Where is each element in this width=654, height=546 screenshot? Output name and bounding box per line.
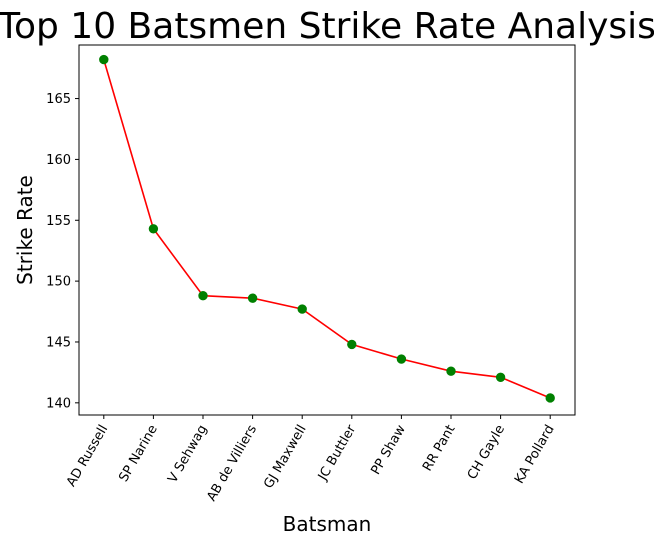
x-tick-label: PP Shaw: [368, 422, 409, 477]
x-tick-label: KA Pollard: [512, 423, 558, 487]
x-tick-label: AD Russell: [64, 423, 111, 490]
data-point: [495, 372, 506, 382]
data-point: [545, 393, 555, 403]
x-axis-label: Batsman: [283, 512, 372, 536]
y-tick-label: 160: [46, 153, 71, 168]
x-tick-label: CH Gayle: [465, 422, 508, 482]
y-tick-label: 145: [46, 335, 71, 350]
x-tick-label: SP Narine: [116, 422, 161, 484]
data-point: [99, 54, 109, 65]
y-tick-label: 155: [46, 214, 71, 229]
plot-frame: [78, 44, 576, 416]
data-point: [247, 293, 258, 303]
x-tick-label: JC Buttler: [315, 422, 359, 484]
series-line: [103, 59, 551, 399]
x-tick-label: V Sehwag: [165, 423, 210, 486]
y-axis-label: Strike Rate: [13, 175, 37, 285]
data-point: [396, 354, 407, 364]
y-tick-label: 165: [46, 92, 71, 107]
x-tick-label: RR Pant: [420, 423, 458, 474]
data-point: [297, 304, 307, 314]
data-point: [446, 366, 456, 376]
x-tick-label: GJ Maxwell: [261, 423, 309, 492]
y-tick-label: 150: [46, 275, 71, 290]
data-point: [347, 339, 357, 350]
data-point: [198, 291, 208, 301]
data-point: [148, 224, 159, 234]
chart-title: Top 10 Batsmen Strike Rate Analysis: [0, 6, 654, 47]
x-tick-label: AB de Villiers: [204, 422, 260, 504]
y-tick-label: 140: [46, 396, 71, 411]
plot-area: [78, 44, 576, 416]
y-axis: 140 145 150 155 160 165: [46, 92, 79, 411]
series-layer: [99, 54, 555, 403]
